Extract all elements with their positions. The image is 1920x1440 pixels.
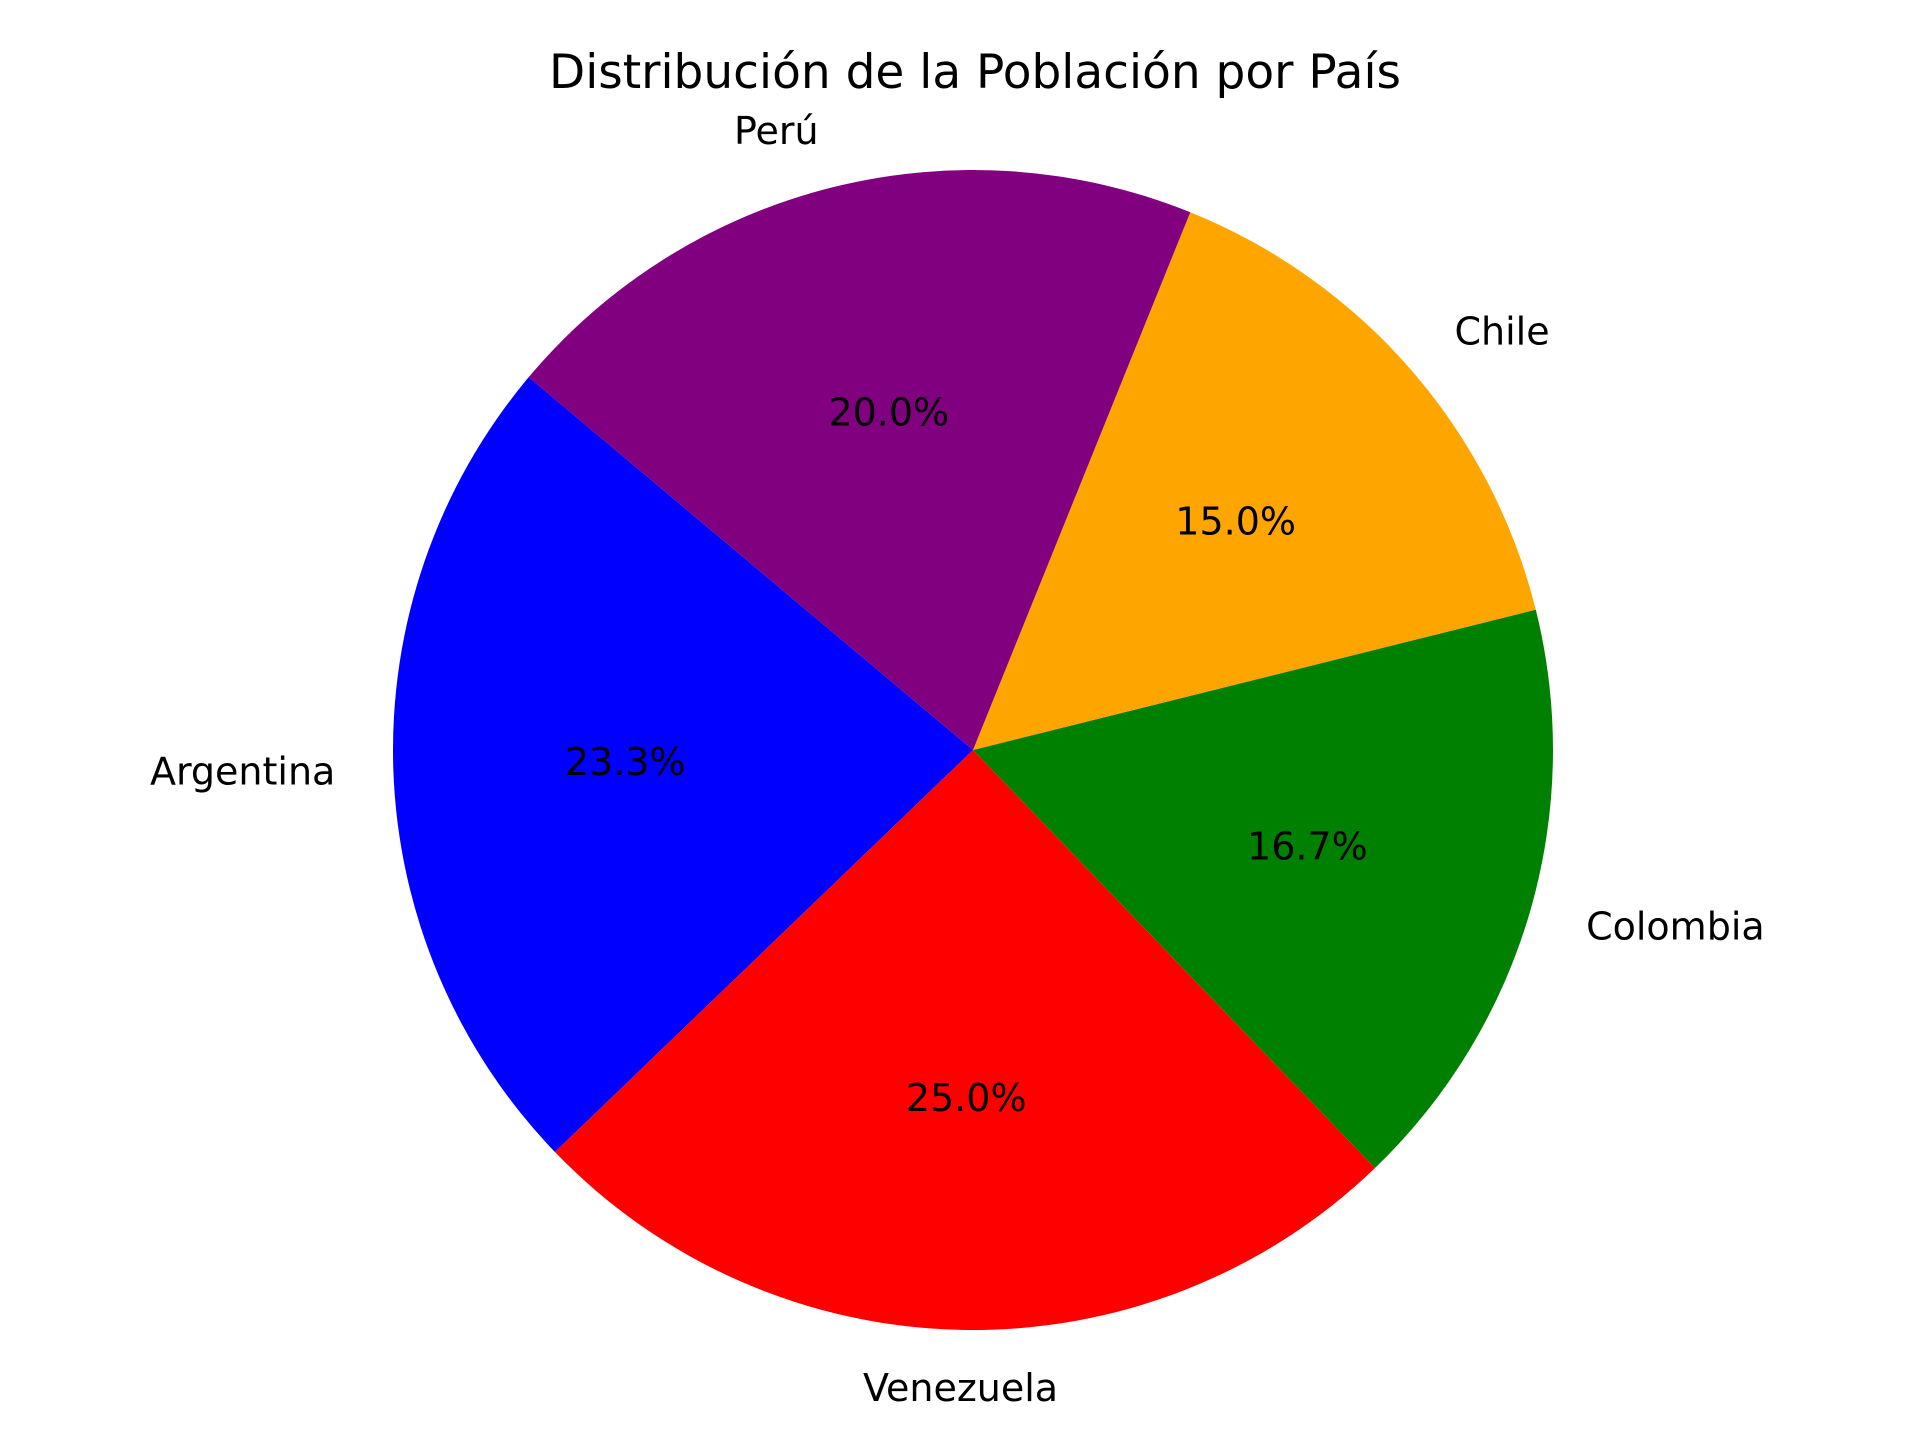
pie-slice-colombia bbox=[973, 609, 1553, 1169]
pie-category-label-argentina: Argentina bbox=[150, 750, 335, 794]
pie-category-label-colombia: Colombia bbox=[1586, 904, 1765, 948]
pie-percent-label-peru: 20.0% bbox=[828, 390, 949, 434]
pie-slice-argentina bbox=[393, 377, 973, 1153]
pie-slice-peru bbox=[528, 169, 1191, 750]
pie-category-label-peru: Perú bbox=[734, 109, 819, 153]
pie-percent-label-colombia: 16.7% bbox=[1247, 824, 1368, 868]
pie-percent-label-argentina: 23.3% bbox=[565, 740, 686, 784]
pie-slice-chile bbox=[973, 212, 1536, 750]
pie-percent-label-venezuela: 25.0% bbox=[906, 1076, 1027, 1120]
pie-category-labels: Argentina Venezuela Colombia Chile Perú bbox=[150, 109, 1765, 1410]
pie-percent-labels: 23.3% 25.0% 16.7% 15.0% 20.0% bbox=[565, 390, 1368, 1120]
pie-percent-label-chile: 15.0% bbox=[1175, 500, 1296, 544]
pie-category-label-chile: Chile bbox=[1455, 309, 1550, 353]
pie-slices bbox=[393, 169, 1553, 1330]
pie-slice-venezuela bbox=[554, 750, 1376, 1330]
chart-title: Distribución de la Población por País bbox=[549, 45, 1401, 100]
pie-category-label-venezuela: Venezuela bbox=[863, 1366, 1058, 1410]
